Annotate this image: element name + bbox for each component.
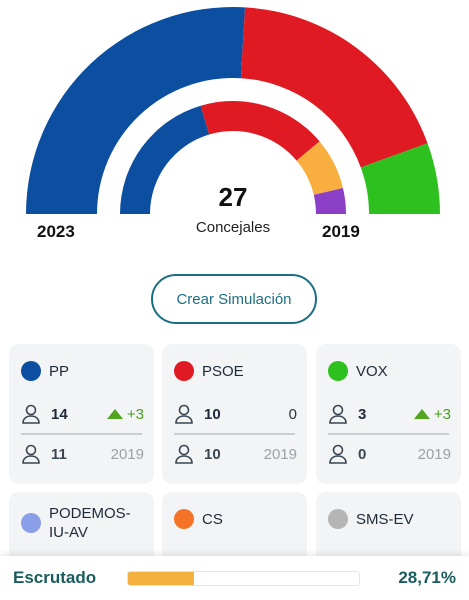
scrutiny-percent: 28,71%	[398, 568, 456, 587]
person-icon	[175, 404, 193, 424]
previous-seats: 10	[204, 445, 221, 463]
inner-ring-segment-otros	[313, 187, 346, 214]
scrutiny-progress-fill	[128, 572, 195, 585]
party-color-dot	[174, 509, 194, 529]
outer-ring-segment-pp	[26, 6, 246, 214]
seat-change-value: +3	[433, 405, 451, 423]
total-seats-caption: Concejales	[195, 219, 271, 236]
person-icon	[22, 444, 40, 464]
current-seats: 10	[204, 405, 221, 423]
party-name: PSOE	[202, 362, 244, 380]
person-icon	[22, 404, 40, 424]
seat-change: +3	[106, 405, 144, 423]
scrutiny-label: Escrutado	[13, 568, 97, 587]
previous-year: 2019	[263, 445, 297, 463]
total-seats: 27	[218, 182, 248, 212]
party-name: CS	[202, 510, 223, 528]
outer-ring-segment-psoe	[240, 7, 428, 168]
up-arrow-icon	[413, 409, 430, 419]
divider	[21, 433, 142, 435]
party-card-vox[interactable]: VOX 3 +3 0 2019	[316, 344, 461, 484]
previous-year: 2019	[417, 445, 451, 463]
inner-ring-segment-cs	[296, 141, 343, 195]
party-name: PP	[49, 362, 70, 380]
divider	[174, 433, 295, 435]
party-color-dot	[21, 361, 41, 381]
create-simulation-button[interactable]: Crear Simulación	[151, 274, 317, 324]
party-color-dot	[328, 509, 348, 529]
party-card-psoe[interactable]: PSOE 10 0 10 2019	[162, 344, 307, 484]
divider	[328, 433, 449, 435]
party-name: PODEMOS- IU-AV	[49, 505, 131, 541]
up-arrow-icon	[106, 409, 123, 419]
hemicycle-chart	[26, 6, 440, 214]
party-card-pp[interactable]: PP 14 +3 11 2019	[9, 344, 154, 484]
previous-seats: 11	[51, 445, 67, 463]
inner-ring-segment-psoe	[200, 101, 320, 161]
seat-change: +3	[413, 405, 451, 423]
seat-change-value: +3	[126, 405, 144, 423]
scrutiny-footer: Escrutado 28,71%	[0, 556, 469, 600]
outer-ring-segment-vox	[360, 143, 440, 214]
inner-ring-year-label: 2019	[322, 222, 360, 241]
previous-seats: 0	[358, 445, 367, 463]
outer-ring-year-label: 2023	[37, 222, 75, 241]
current-seats: 14	[51, 405, 68, 423]
current-seats: 3	[358, 405, 367, 423]
person-icon	[329, 444, 347, 464]
person-icon	[175, 444, 193, 464]
party-name: VOX	[356, 362, 388, 380]
previous-year: 2019	[110, 445, 144, 463]
person-icon	[329, 404, 347, 424]
seat-change-value: 0	[288, 405, 297, 423]
inner-ring-segment-pp	[120, 105, 210, 214]
scrutiny-progress-bar	[127, 571, 360, 586]
party-color-dot	[328, 361, 348, 381]
party-color-dot	[174, 361, 194, 381]
party-color-dot	[21, 513, 41, 533]
party-name: SMS-EV	[356, 510, 414, 528]
